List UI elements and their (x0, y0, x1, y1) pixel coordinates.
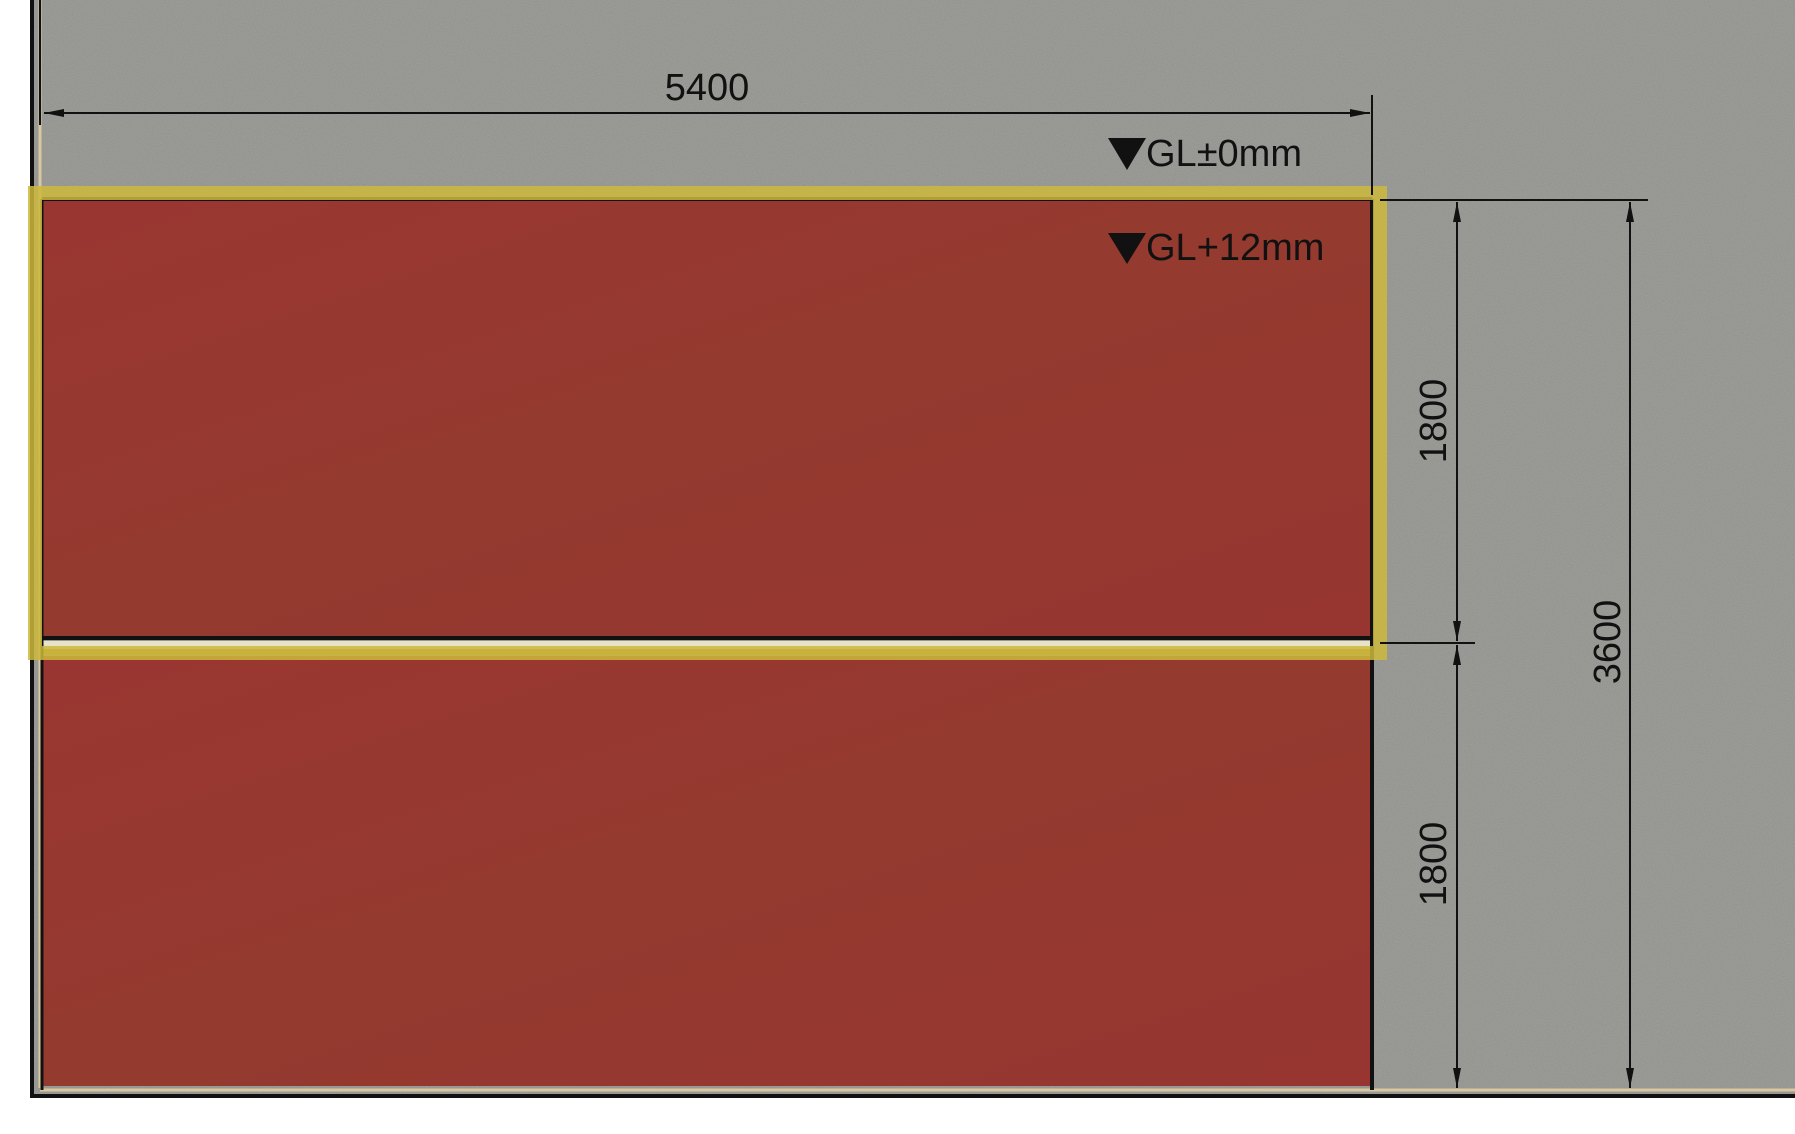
lower-panel (42, 656, 1370, 1086)
bottom-margin (0, 1098, 1795, 1134)
left-margin (0, 0, 30, 1134)
level-raised-label: GL+12mm (1146, 227, 1324, 269)
dim-lower-height-label: 1800 (1413, 822, 1455, 907)
dim-total-height-label: 3600 (1587, 600, 1629, 685)
panel-joint-strip (42, 641, 1370, 649)
selection-highlight (28, 186, 1387, 660)
level-ground-marker-icon (1108, 138, 1146, 170)
upper-panel (42, 200, 1370, 638)
dim-width-label: 5400 (665, 67, 750, 109)
level-raised-marker-icon (1108, 233, 1146, 264)
dim-upper-height-label: 1800 (1413, 379, 1455, 464)
level-ground-label: GL±0mm (1146, 133, 1302, 175)
